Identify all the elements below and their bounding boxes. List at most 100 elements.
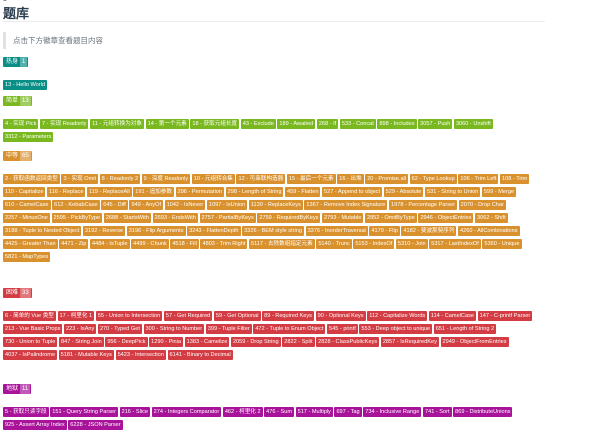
- challenge-tag[interactable]: 610 - CamelCase: [3, 200, 51, 210]
- challenge-tag[interactable]: 730 - Union to Tuple: [3, 337, 58, 347]
- challenge-tag[interactable]: 533 - Concat: [339, 119, 376, 129]
- challenge-tag[interactable]: 20 - Promise.all: [365, 174, 409, 184]
- challenge-tag[interactable]: 268 - If: [316, 119, 339, 129]
- challenge-tag[interactable]: 5310 - Join: [395, 239, 428, 249]
- challenge-tag[interactable]: 925 - Assert Array Index: [3, 420, 67, 430]
- challenge-tag[interactable]: 17 - 柯里化 1: [57, 311, 95, 321]
- challenge-tag[interactable]: 12 - 可串联构造器: [236, 174, 286, 184]
- challenge-tag[interactable]: 956 - DeepPick: [105, 337, 148, 347]
- challenge-tag[interactable]: 1130 - ReplaceKeys: [248, 200, 303, 210]
- challenge-tag[interactable]: 4260 - AllCombinations: [458, 226, 520, 236]
- challenge-tag[interactable]: 612 - KebabCase: [52, 200, 100, 210]
- challenge-tag[interactable]: 4499 - Chunk: [131, 239, 169, 249]
- challenge-tag[interactable]: 5821 - MapTypes: [3, 252, 51, 262]
- challenge-tag[interactable]: 223 - IsAny: [64, 324, 97, 334]
- challenge-tag[interactable]: 476 - Sum: [264, 407, 294, 417]
- challenge-tag[interactable]: 5 - 获取只读字段: [3, 407, 49, 417]
- challenge-tag[interactable]: 119 - ReplaceAll: [87, 187, 132, 197]
- challenge-tag[interactable]: 529 - Absolute: [383, 187, 424, 197]
- challenge-tag[interactable]: 2822 - Split: [282, 337, 315, 347]
- challenge-tag[interactable]: 270 - Typed Get: [97, 324, 142, 334]
- challenge-tag[interactable]: 2 - 获取函数返回类型: [3, 174, 60, 184]
- challenge-tag[interactable]: 3196 - Flip Arguments: [126, 226, 186, 236]
- challenge-tag[interactable]: 3057 - Push: [418, 119, 453, 129]
- challenge-tag[interactable]: 3376 - InorderTraversal: [305, 226, 368, 236]
- challenge-tag[interactable]: 1290 - Pinia: [149, 337, 184, 347]
- challenge-tag[interactable]: 106 - Trim Left: [458, 174, 499, 184]
- challenge-tag[interactable]: 545 - printf: [327, 324, 358, 334]
- challenge-tag[interactable]: 15 - 最后一个元素: [286, 174, 336, 184]
- challenge-tag[interactable]: 2759 - RequiredByKeys: [257, 213, 321, 223]
- challenge-tag[interactable]: 16 - 出堆: [337, 174, 364, 184]
- challenge-tag[interactable]: 108 - Trim: [500, 174, 530, 184]
- challenge-tag[interactable]: 6141 - Binary to Decimal: [167, 350, 233, 360]
- challenge-tag[interactable]: 1978 - Percentage Parser: [389, 200, 458, 210]
- challenge-tag[interactable]: 298 - Length of String: [225, 187, 284, 197]
- challenge-tag[interactable]: 90 - Optional Keys: [315, 311, 366, 321]
- challenge-tag[interactable]: 274 - Integers Comparator: [151, 407, 222, 417]
- challenge-tag[interactable]: 114 - CamelCase: [428, 311, 476, 321]
- challenge-tag[interactable]: 5360 - Unique: [482, 239, 522, 249]
- challenge-tag[interactable]: 191 - 追加参数: [133, 187, 174, 197]
- challenge-tag[interactable]: 57 - Get Required: [163, 311, 213, 321]
- challenge-tag[interactable]: 13 - Hello World: [3, 80, 48, 90]
- challenge-tag[interactable]: 697 - Tag: [334, 407, 362, 417]
- challenge-tag[interactable]: 2688 - StartsWith: [103, 213, 151, 223]
- challenge-tag[interactable]: 116 - Replace: [47, 187, 86, 197]
- challenge-tag[interactable]: 1042 - IsNever: [164, 200, 206, 210]
- challenge-tag[interactable]: 553 - Deep object to unique: [359, 324, 433, 334]
- challenge-tag[interactable]: 151 - Query String Parser: [50, 407, 118, 417]
- challenge-tag[interactable]: 300 - String to Number: [143, 324, 205, 334]
- challenge-tag[interactable]: 55 - Union to Intersection: [95, 311, 163, 321]
- challenge-tag[interactable]: 2949 - ObjectFromEntries: [440, 337, 509, 347]
- challenge-tag[interactable]: 4484 - IsTuple: [89, 239, 130, 249]
- challenge-tag[interactable]: 527 - Append to object: [322, 187, 383, 197]
- challenge-tag[interactable]: 3 - 实现 Omit: [61, 174, 99, 184]
- challenge-tag[interactable]: 5181 - Mutable Keys: [58, 350, 114, 360]
- challenge-tag[interactable]: 599 - Merge: [481, 187, 517, 197]
- challenge-tag[interactable]: 10 - 元组转合集: [191, 174, 235, 184]
- challenge-tag[interactable]: 11 - 元组转换为对象: [90, 119, 144, 129]
- challenge-tag[interactable]: 2946 - ObjectEntries: [418, 213, 474, 223]
- challenge-tag[interactable]: 14 - 第一个元素: [145, 119, 189, 129]
- challenge-tag[interactable]: 531 - String to Union: [424, 187, 481, 197]
- challenge-tag[interactable]: 112 - Capitalize Words: [367, 311, 428, 321]
- difficulty-badge-easy[interactable]: 简单 13: [3, 96, 32, 106]
- challenge-tag[interactable]: 2757 - PartialByKeys: [199, 213, 256, 223]
- challenge-tag[interactable]: 2595 - PickByType: [51, 213, 103, 223]
- challenge-tag[interactable]: 1367 - Remove Index Signature: [304, 200, 388, 210]
- challenge-tag[interactable]: 213 - Vue Basic Props: [3, 324, 63, 334]
- challenge-tag[interactable]: 5140 - Trunc: [316, 239, 352, 249]
- challenge-tag[interactable]: 3060 - Unshift: [453, 119, 493, 129]
- challenge-tag[interactable]: 3326 - BEM style string: [242, 226, 304, 236]
- challenge-tag[interactable]: 89 - Required Keys: [262, 311, 314, 321]
- challenge-tag[interactable]: 741 - Sort: [422, 407, 452, 417]
- challenge-tag[interactable]: 62 - Type Lookup: [409, 174, 457, 184]
- challenge-tag[interactable]: 216 - Slice: [119, 407, 151, 417]
- challenge-tag[interactable]: 3188 - Tuple to Nested Object: [3, 226, 82, 236]
- difficulty-badge-hard[interactable]: 困难 33: [3, 288, 32, 298]
- challenge-tag[interactable]: 2857 - IsRequiredKey: [380, 337, 439, 347]
- challenge-tag[interactable]: 4 - 实现 Pick: [3, 119, 39, 129]
- challenge-tag[interactable]: 4182 - 斐波那契序列: [401, 226, 457, 236]
- challenge-tag[interactable]: 2828 - ClassPublicKeys: [316, 337, 380, 347]
- challenge-tag[interactable]: 3062 - Shift: [475, 213, 508, 223]
- challenge-tag[interactable]: 5423 - Intersection: [115, 350, 166, 360]
- challenge-tag[interactable]: 2693 - EndsWith: [152, 213, 198, 223]
- challenge-tag[interactable]: 6 - 简单的 Vue 类型: [3, 311, 56, 321]
- challenge-tag[interactable]: 1383 - Camelize: [184, 337, 230, 347]
- challenge-tag[interactable]: 2852 - OmitByType: [364, 213, 417, 223]
- challenge-tag[interactable]: 59 - Get Optional: [213, 311, 261, 321]
- challenge-tag[interactable]: 2257 - MinusOne: [3, 213, 50, 223]
- challenge-tag[interactable]: 5317 - LastIndexOf: [429, 239, 481, 249]
- challenge-tag[interactable]: 296 - Permutation: [175, 187, 225, 197]
- challenge-tag[interactable]: 3312 - Parameters: [3, 132, 54, 142]
- challenge-tag[interactable]: 6228 - JSON Parser: [68, 420, 123, 430]
- challenge-tag[interactable]: 3192 - Reverse: [82, 226, 126, 236]
- challenge-tag[interactable]: 4037 - IsPalindrome: [3, 350, 58, 360]
- challenge-tag[interactable]: 4803 - Trim Right: [200, 239, 248, 249]
- challenge-tag[interactable]: 43 - Exclude: [240, 119, 276, 129]
- challenge-tag[interactable]: 8 - Readonly 2: [99, 174, 141, 184]
- challenge-tag[interactable]: 4471 - Zip: [59, 239, 89, 249]
- challenge-tag[interactable]: 459 - Flatten: [285, 187, 321, 197]
